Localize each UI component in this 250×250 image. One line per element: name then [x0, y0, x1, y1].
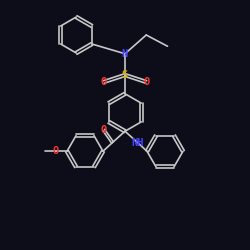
Text: O: O — [52, 146, 59, 156]
Text: O: O — [101, 125, 107, 135]
Text: N: N — [122, 49, 128, 59]
Text: O: O — [101, 77, 107, 87]
Text: NH: NH — [131, 138, 144, 147]
Text: O: O — [143, 77, 150, 87]
Text: S: S — [122, 70, 128, 80]
